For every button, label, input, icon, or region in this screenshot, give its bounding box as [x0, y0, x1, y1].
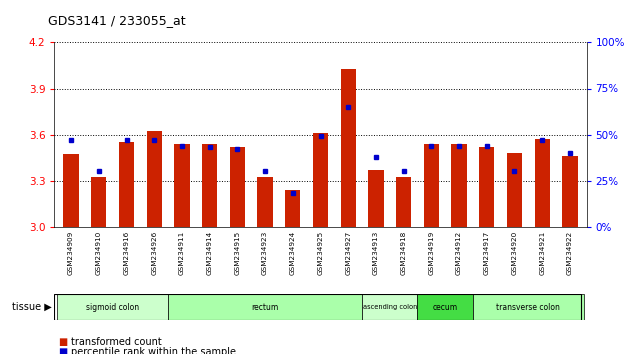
- Text: GSM234916: GSM234916: [124, 231, 129, 275]
- Text: GSM234918: GSM234918: [401, 231, 406, 275]
- Bar: [340, 69, 356, 227]
- Text: GDS3141 / 233055_at: GDS3141 / 233055_at: [48, 14, 186, 27]
- Bar: [507, 153, 522, 227]
- Bar: [451, 144, 467, 227]
- Text: GSM234911: GSM234911: [179, 231, 185, 275]
- Text: ■: ■: [58, 347, 67, 354]
- Text: tissue ▶: tissue ▶: [12, 302, 51, 312]
- Bar: [57, 294, 168, 320]
- Bar: [174, 144, 190, 227]
- Text: GSM234912: GSM234912: [456, 231, 462, 275]
- Bar: [147, 131, 162, 227]
- Text: GSM234926: GSM234926: [151, 231, 157, 275]
- Text: ■: ■: [58, 337, 67, 347]
- Text: GSM234927: GSM234927: [345, 231, 351, 275]
- Text: transformed count: transformed count: [71, 337, 162, 347]
- Text: GSM234913: GSM234913: [373, 231, 379, 275]
- Text: GSM234924: GSM234924: [290, 231, 296, 275]
- Text: cecum: cecum: [433, 303, 458, 312]
- Text: GSM234923: GSM234923: [262, 231, 268, 275]
- Text: GSM234915: GSM234915: [235, 231, 240, 275]
- Bar: [473, 294, 584, 320]
- Text: GSM234910: GSM234910: [96, 231, 102, 275]
- Text: transverse colon: transverse colon: [496, 303, 560, 312]
- Bar: [535, 139, 550, 227]
- Bar: [417, 294, 473, 320]
- Bar: [168, 294, 362, 320]
- Text: GSM234919: GSM234919: [428, 231, 435, 275]
- Bar: [362, 294, 417, 320]
- Text: percentile rank within the sample: percentile rank within the sample: [71, 347, 235, 354]
- Bar: [258, 177, 272, 227]
- Text: GSM234917: GSM234917: [484, 231, 490, 275]
- Bar: [369, 170, 383, 227]
- Text: GSM234925: GSM234925: [317, 231, 324, 275]
- Text: GSM234914: GSM234914: [206, 231, 213, 275]
- Bar: [91, 177, 106, 227]
- Text: GSM234922: GSM234922: [567, 231, 573, 275]
- Bar: [424, 144, 439, 227]
- Bar: [229, 147, 245, 227]
- Bar: [479, 147, 494, 227]
- Text: ascending colon: ascending colon: [363, 304, 417, 310]
- Bar: [63, 154, 79, 227]
- Bar: [313, 133, 328, 227]
- Text: GSM234921: GSM234921: [539, 231, 545, 275]
- Bar: [562, 156, 578, 227]
- Text: sigmoid colon: sigmoid colon: [86, 303, 139, 312]
- Text: GSM234920: GSM234920: [512, 231, 517, 275]
- Bar: [202, 144, 217, 227]
- Bar: [396, 177, 412, 227]
- Text: GSM234909: GSM234909: [68, 231, 74, 275]
- Text: rectum: rectum: [251, 303, 279, 312]
- Bar: [119, 142, 134, 227]
- Bar: [285, 190, 301, 227]
